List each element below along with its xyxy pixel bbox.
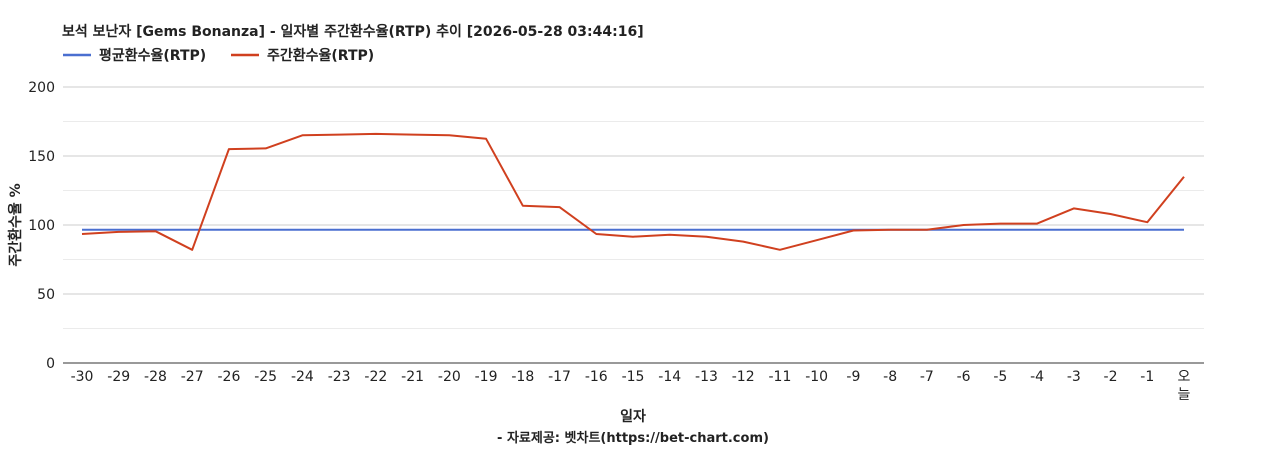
series-line-weekly-rtp <box>81 132 1185 251</box>
x-tick-label: -17 <box>548 369 571 385</box>
x-tick-label: -6 <box>957 369 971 385</box>
x-tick-label: -8 <box>883 369 897 385</box>
chart-title: 보석 보난자 [Gems Bonanza] - 일자별 주간환수율(RTP) 추… <box>62 23 644 40</box>
x-tick-label: -1 <box>1140 369 1154 385</box>
y-axis-label: 주간환수율 % <box>7 183 24 266</box>
x-tick-label: -19 <box>475 369 498 385</box>
series-group <box>81 132 1185 251</box>
x-tick-label: -12 <box>732 369 755 385</box>
x-tick-label: -20 <box>438 369 461 385</box>
y-tick-label: 200 <box>28 80 55 96</box>
x-tick-label: -14 <box>658 369 681 385</box>
x-tick-label: -23 <box>328 369 351 385</box>
x-tick-label: -5 <box>993 369 1007 385</box>
x-tick-label: -21 <box>401 369 424 385</box>
x-tick-label: -7 <box>920 369 934 385</box>
x-tick-label: -16 <box>585 369 608 385</box>
x-tick-label: -30 <box>71 369 94 385</box>
x-tick-label: -29 <box>107 369 130 385</box>
x-tick-label: -18 <box>511 369 534 385</box>
x-tick-label: -13 <box>695 369 718 385</box>
x-axis-label: 일자 <box>620 409 646 425</box>
x-tick-label: -9 <box>846 369 860 385</box>
y-tick-label: 50 <box>37 287 55 303</box>
x-tick-label: -25 <box>254 369 277 385</box>
x-tick-label: -2 <box>1104 369 1118 385</box>
y-tick-label: 100 <box>28 218 55 234</box>
x-tick-label: -27 <box>181 369 204 385</box>
grid-lines <box>63 86 1204 364</box>
x-axis-ticks: -30 -29 -28 -27 -26 -25 -24 -23 -22 -21 -20 -19 -18-… <box>71 369 1191 403</box>
y-tick-label: 150 <box>28 149 55 165</box>
x-tick-label: -22 <box>364 369 387 385</box>
x-tick-label: -11 <box>768 369 791 385</box>
y-axis-ticks: 0 50 100 150 200 <box>28 80 55 372</box>
legend-label: 주간환수율(RTP) <box>267 47 374 64</box>
x-tick-label: -24 <box>291 369 314 385</box>
data-source-footer: - 자료제공: 벳차트(https://bet-chart.com) <box>497 430 769 446</box>
legend-label: 평균환수율(RTP) <box>99 47 206 64</box>
legend: 평균환수율(RTP) 주간환수율(RTP) <box>63 47 374 64</box>
y-tick-label: 0 <box>46 356 55 372</box>
x-tick-label: -15 <box>622 369 645 385</box>
x-tick-label: -3 <box>1067 369 1081 385</box>
x-tick-label: -4 <box>1030 369 1044 385</box>
x-tick-label: -28 <box>144 369 167 385</box>
x-tick-label: -10 <box>805 369 828 385</box>
x-tick-label: -26 <box>217 369 240 385</box>
